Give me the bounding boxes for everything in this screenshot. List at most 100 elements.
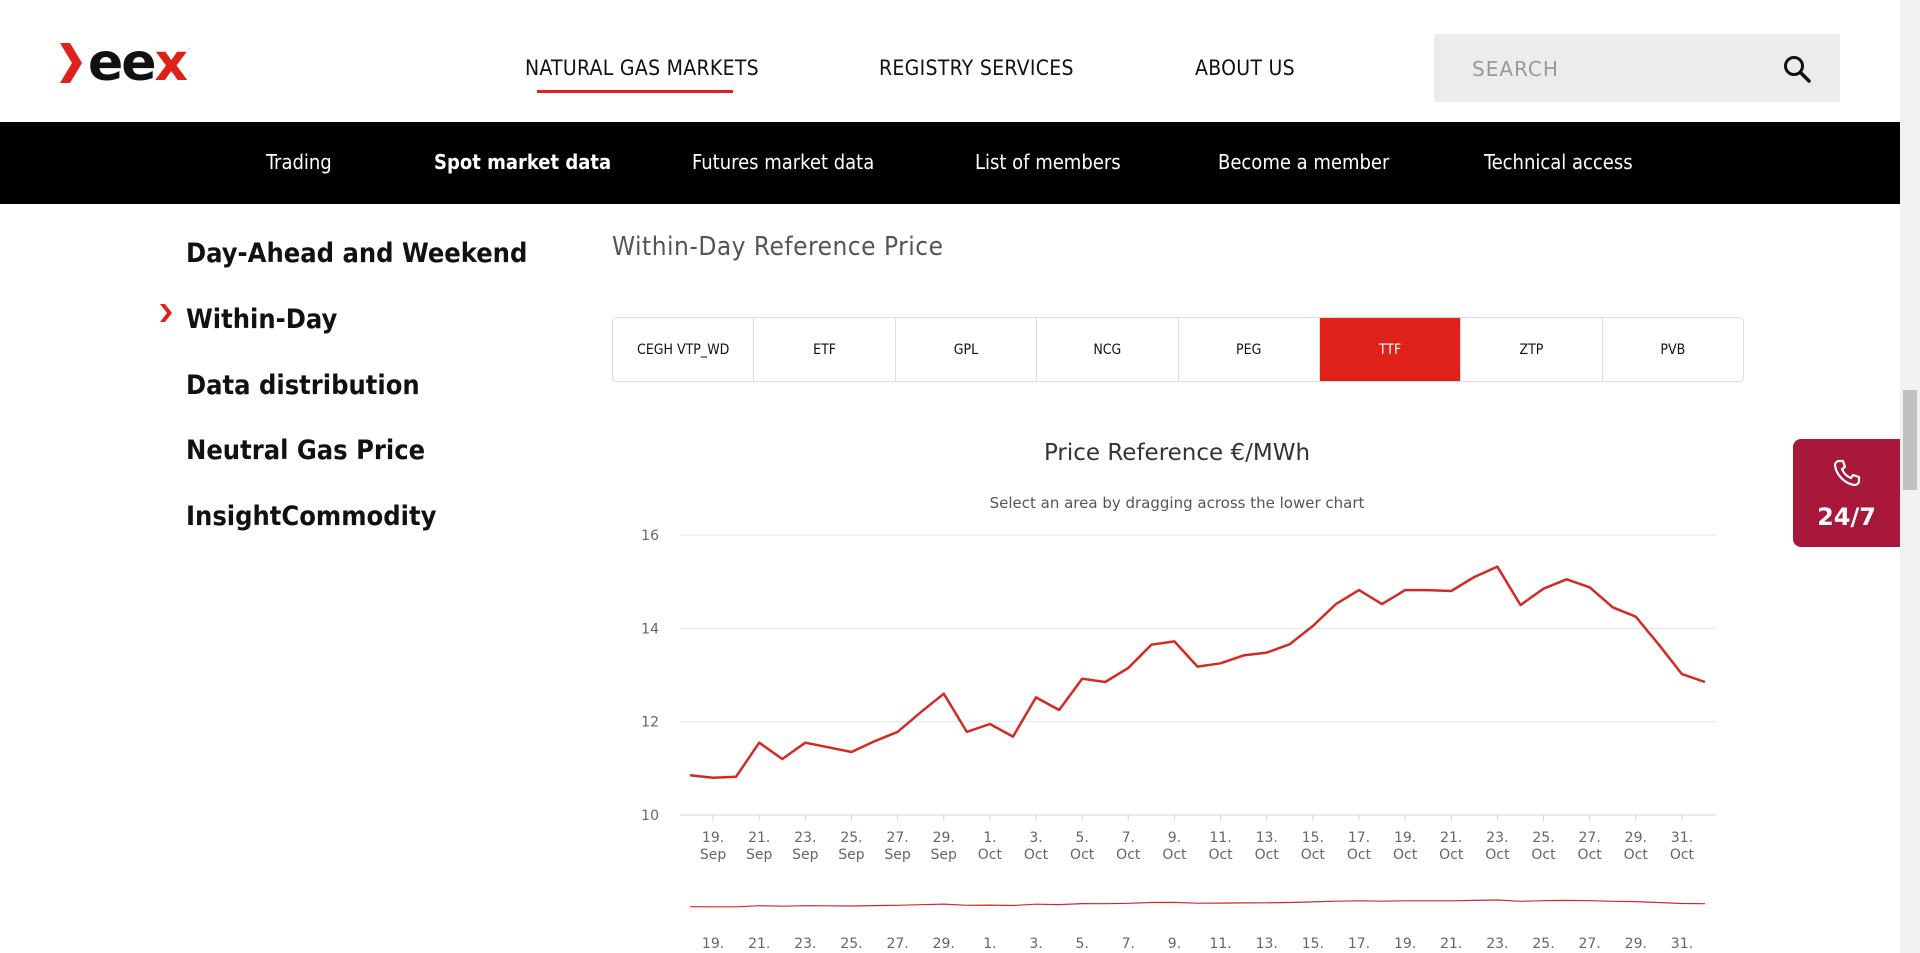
x-tick-label-day: 21. (748, 830, 770, 846)
x-tick-label-month: Sep (931, 847, 958, 863)
x-tick-label-day: 19. (1394, 830, 1416, 846)
hotline-button[interactable]: 24/7 (1793, 439, 1900, 547)
hotline-label: 24/7 (1817, 503, 1876, 531)
navigator-tick-label: 5. (1075, 936, 1088, 952)
x-tick-label-day: 29. (933, 830, 955, 846)
navigator-tick-label: 27. (886, 936, 908, 952)
navigator-tick-label: 27. (1579, 936, 1601, 952)
navigator-tick-label: 11. (1209, 936, 1231, 952)
x-tick-label-month: Oct (1531, 847, 1556, 863)
nav-active-indicator (537, 90, 733, 93)
x-tick-label-day: 13. (1256, 830, 1278, 846)
x-tick-label-day: 17. (1348, 830, 1370, 846)
tab-ztp[interactable]: ZTP (1461, 318, 1603, 381)
x-tick-label-month: Sep (792, 847, 819, 863)
x-tick-label-month: Oct (1162, 847, 1187, 863)
navigator-series-line (689, 899, 1706, 908)
x-tick-label-month: Sep (884, 847, 911, 863)
tab-ttf[interactable]: TTF (1319, 318, 1462, 381)
search-icon[interactable] (1782, 54, 1812, 84)
navigator-tick-label: 1. (983, 936, 996, 952)
navigator-tick-label: 25. (1532, 936, 1554, 952)
navigator-tick-label: 21. (1440, 936, 1462, 952)
subnav-technical-access[interactable]: Technical access (1484, 150, 1633, 174)
search-box (1434, 34, 1840, 102)
nav-natural-gas-markets[interactable]: NATURAL GAS MARKETS (525, 56, 759, 80)
x-tick-label-month: Oct (1393, 847, 1418, 863)
nav-registry-services[interactable]: REGISTRY SERVICES (879, 56, 1074, 80)
x-tick-label-month: Oct (1578, 847, 1603, 863)
price-chart-svg[interactable]: Price Reference €/MWh Select an area by d… (612, 425, 1742, 953)
x-tick-label-month: Oct (1070, 847, 1095, 863)
hub-tabs: CEGH VTP_WD ETF GPL NCG PEG TTF ZTP PVB (612, 317, 1744, 382)
subnav-futures-market-data[interactable]: Futures market data (692, 150, 875, 174)
x-tick-label-day: 3. (1029, 830, 1042, 846)
y-tick-label: 16 (641, 528, 659, 544)
subnav-list-of-members[interactable]: List of members (975, 150, 1121, 174)
x-tick-label-day: 25. (1532, 830, 1554, 846)
tab-cegh-vtp-wd[interactable]: CEGH VTP_WD (613, 318, 755, 381)
navigator-tick-label: 7. (1122, 936, 1135, 952)
x-tick-label-month: Oct (978, 847, 1003, 863)
scrollbar-thumb[interactable] (1903, 390, 1917, 490)
x-tick-label-day: 15. (1302, 830, 1324, 846)
navigator-tick-label: 23. (1486, 936, 1508, 952)
site-header: eex NATURAL GAS MARKETS REGISTRY SERVICE… (0, 0, 1900, 122)
y-tick-label: 10 (641, 808, 659, 824)
tab-gpl[interactable]: GPL (896, 318, 1038, 381)
page-scrollbar[interactable] (1900, 0, 1920, 953)
x-tick-label-day: 5. (1075, 830, 1088, 846)
tab-ncg[interactable]: NCG (1037, 318, 1179, 381)
tab-pvb[interactable]: PVB (1660, 341, 1686, 358)
x-tick-label-day: 27. (1579, 830, 1601, 846)
x-tick-label-month: Sep (838, 847, 865, 863)
x-tick-label-day: 9. (1168, 830, 1181, 846)
navigator-tick-label: 23. (794, 936, 816, 952)
sub-navigation: Trading Spot market data Futures market … (0, 122, 1900, 204)
x-tick-label-month: Oct (1024, 847, 1049, 863)
side-menu-item-neutral-gas-price[interactable]: Neutral Gas Price (186, 435, 426, 466)
x-tick-label-month: Sep (746, 847, 773, 863)
x-tick-label-month: Oct (1116, 847, 1141, 863)
x-tick-label-day: 19. (702, 830, 724, 846)
active-chevron-icon (160, 304, 172, 322)
x-tick-label-day: 27. (886, 830, 908, 846)
nav-about-us[interactable]: ABOUT US (1195, 56, 1295, 80)
price-chart[interactable]: Price Reference €/MWh Select an area by d… (612, 425, 1742, 953)
subnav-become-a-member[interactable]: Become a member (1218, 150, 1390, 174)
side-menu-item-insightcommodity[interactable]: InsightCommodity (186, 501, 437, 532)
x-tick-label-month: Oct (1485, 847, 1510, 863)
x-tick-label-month: Oct (1347, 847, 1372, 863)
chart-title: Price Reference €/MWh (1044, 440, 1310, 466)
subnav-spot-market-data[interactable]: Spot market data (434, 150, 612, 174)
navigator-tick-label: 31. (1671, 936, 1693, 952)
search-input[interactable] (1470, 54, 1774, 84)
x-tick-label-day: 23. (794, 830, 816, 846)
navigator-tick-label: 19. (702, 936, 724, 952)
navigator-tick-label: 3. (1029, 936, 1042, 952)
navigator-tick-label: 19. (1394, 936, 1416, 952)
chart-subtitle: Select an area by dragging across the lo… (990, 494, 1365, 512)
navigator-tick-label: 29. (933, 936, 955, 952)
price-series-line (689, 565, 1706, 779)
side-menu-item-day-ahead[interactable]: Day-Ahead and Weekend (186, 238, 528, 269)
tab-peg[interactable]: PEG (1179, 318, 1320, 381)
navigator-tick-label: 29. (1625, 936, 1647, 952)
navigator-tick-label: 21. (748, 936, 770, 952)
x-tick-label-day: 31. (1671, 830, 1693, 846)
tab-etf[interactable]: ETF (754, 318, 896, 381)
x-tick-label-month: Oct (1670, 847, 1695, 863)
eex-logo[interactable]: eex (60, 37, 188, 89)
x-tick-label-month: Oct (1624, 847, 1649, 863)
x-tick-label-month: Oct (1255, 847, 1280, 863)
x-tick-label-day: 21. (1440, 830, 1462, 846)
navigator-tick-label: 15. (1302, 936, 1324, 952)
phone-icon (1833, 459, 1861, 487)
logo-chevron-icon (60, 43, 82, 83)
x-tick-label-day: 23. (1486, 830, 1508, 846)
side-menu-item-data-distribution[interactable]: Data distribution (186, 370, 420, 401)
x-tick-label-day: 1. (983, 830, 996, 846)
side-menu-item-within-day[interactable]: Within-Day (186, 304, 338, 335)
section-title: Within-Day Reference Price (612, 232, 944, 262)
subnav-trading[interactable]: Trading (266, 150, 332, 174)
